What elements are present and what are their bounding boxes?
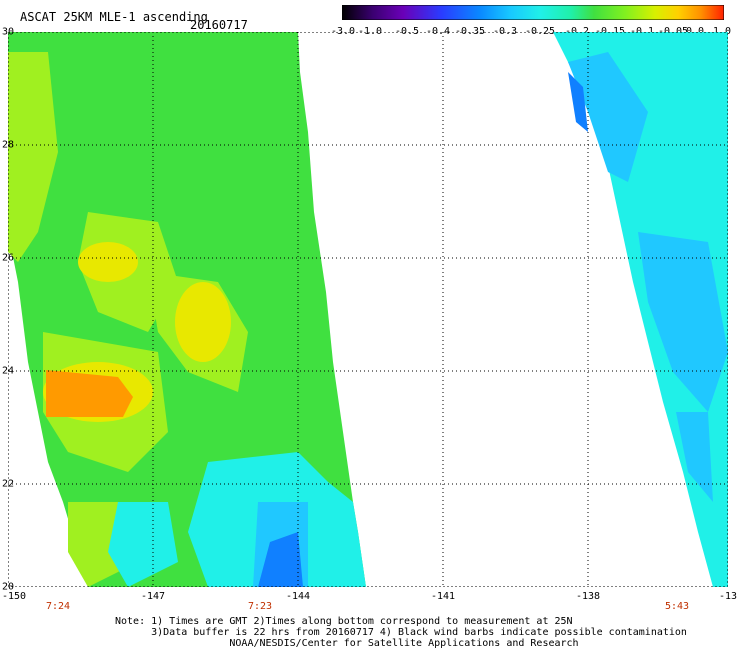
product-title: ASCAT 25KM MLE-1 ascending	[20, 10, 208, 24]
colorbar-tick-label: -0.5	[394, 26, 420, 37]
pass-time-label: 7:24	[45, 601, 71, 612]
wind-region	[108, 502, 178, 587]
longitude-label: -147	[140, 591, 166, 602]
note-line-2: 3)Data buffer is 22 hrs from 20160717 4)…	[115, 627, 687, 638]
colorbar-tick-label: 1.0	[712, 26, 732, 37]
colorbar-tick-label: -0.25	[524, 26, 556, 37]
colorbar-tick-label: -0.15	[594, 26, 626, 37]
wind-core	[78, 242, 138, 282]
note-line-3: NOAA/NESDIS/Center for Satellite Applica…	[115, 638, 579, 649]
wind-region	[568, 72, 588, 132]
colorbar-tick-label: -3.0	[330, 26, 356, 37]
pass-time-label: 5:43	[664, 601, 690, 612]
wind-region	[258, 532, 303, 587]
longitude-label: -13	[718, 591, 738, 602]
colorbar-tick-label: -0.4	[425, 26, 451, 37]
latitude-label: 20	[2, 581, 15, 593]
colorbar-labels: -3.0 -1.0 -0.5 -0.4 -0.35 -0.3 -0.25 -0.2 -0.15-…	[330, 26, 740, 40]
wind-map	[8, 32, 728, 587]
colorbar-tick-label: 0.0	[685, 26, 705, 37]
colorbar-tick-label: -0.05	[657, 26, 689, 37]
colorbar-tick-label: -0.2	[564, 26, 590, 37]
latitude-label: 22	[2, 478, 15, 490]
longitude-label: -150	[1, 591, 27, 602]
colorbar-gradient	[341, 4, 725, 21]
map-frame	[8, 32, 728, 587]
colorbar-tick-label: -1.0	[357, 26, 383, 37]
colorbar-tick-label: -0.35	[454, 26, 486, 37]
wind-region	[676, 412, 713, 502]
longitude-label: -141	[430, 591, 456, 602]
colorbar-tick-label: -0.1	[629, 26, 655, 37]
colorbar-tick-label: -0.3	[492, 26, 518, 37]
note-line-1: Note: 1) Times are GMT 2)Times along bot…	[115, 616, 573, 627]
wind-region	[638, 232, 728, 412]
wind-max	[46, 370, 133, 417]
latitude-label: 24	[2, 365, 15, 377]
latitude-label: 28	[2, 139, 15, 151]
product-date: 20160717	[190, 18, 248, 32]
latitude-label: 26	[2, 252, 15, 264]
map-panel	[8, 32, 728, 587]
footnote: Note: 1) Times are GMT 2)Times along bot…	[115, 616, 687, 649]
pass-time-label: 7:23	[247, 601, 273, 612]
wind-core	[175, 282, 231, 362]
longitude-label: -144	[285, 591, 311, 602]
wind-region	[8, 52, 58, 262]
latitude-label: 30	[2, 26, 15, 38]
longitude-label: -138	[575, 591, 601, 602]
colorbar	[341, 4, 725, 21]
